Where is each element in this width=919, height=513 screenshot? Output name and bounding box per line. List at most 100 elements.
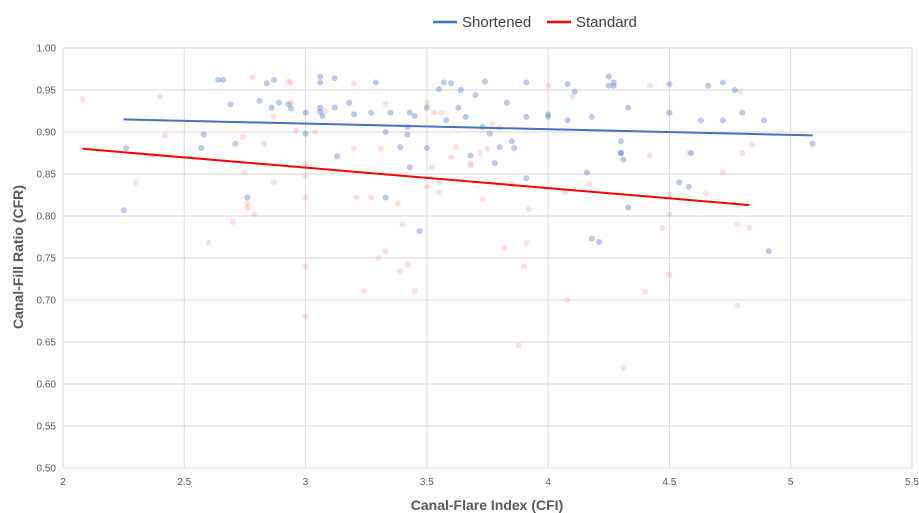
point-shortened	[496, 144, 503, 151]
point-standard	[244, 200, 251, 207]
point-standard	[484, 145, 491, 152]
point-shortened	[666, 109, 673, 116]
point-standard	[746, 224, 753, 231]
point-standard	[132, 179, 139, 186]
point-standard	[244, 204, 251, 211]
point-shortened	[739, 109, 746, 116]
point-standard	[467, 160, 474, 167]
point-standard	[666, 271, 673, 278]
point-standard	[397, 268, 404, 275]
x-tick-label: 5.5	[905, 477, 919, 488]
point-standard	[477, 150, 484, 156]
point-shortened	[285, 101, 292, 108]
point-standard	[501, 244, 508, 251]
point-shortened	[617, 150, 624, 156]
point-standard	[734, 221, 741, 228]
point-standard	[161, 132, 168, 139]
point-standard	[467, 162, 474, 169]
point-shortened	[583, 169, 590, 176]
point-shortened	[617, 150, 624, 156]
point-shortened	[731, 87, 738, 93]
point-shortened	[302, 130, 309, 137]
point-standard	[249, 74, 256, 81]
point-shortened	[486, 130, 493, 137]
x-tick-label: 4.5	[662, 477, 676, 488]
trendline-standard	[82, 147, 750, 207]
point-shortened	[625, 204, 632, 211]
x-tick-label: 2.5	[177, 477, 191, 488]
point-shortened	[545, 111, 552, 118]
point-standard	[241, 169, 248, 176]
point-standard	[411, 287, 418, 294]
point-standard	[261, 140, 268, 147]
point-standard	[438, 109, 445, 116]
trendline-shortened	[123, 118, 813, 137]
point-shortened	[588, 235, 595, 242]
point-shortened	[372, 79, 379, 86]
y-tick-label: 0.50	[37, 464, 57, 475]
point-standard	[564, 297, 571, 303]
point-standard	[351, 145, 358, 152]
point-shortened	[491, 160, 498, 167]
point-shortened	[761, 117, 768, 124]
point-standard	[545, 82, 552, 89]
point-standard	[302, 313, 309, 320]
point-shortened	[440, 79, 447, 86]
point-shortened	[317, 108, 324, 115]
point-standard	[205, 239, 212, 246]
point-standard	[382, 100, 389, 107]
point-shortened	[688, 150, 695, 156]
point-standard	[302, 194, 309, 201]
point-shortened	[545, 113, 552, 120]
point-standard	[431, 109, 438, 116]
point-shortened	[317, 73, 324, 80]
point-shortened	[351, 111, 358, 118]
point-shortened	[719, 117, 726, 124]
point-shortened	[423, 144, 430, 151]
trendlines	[82, 118, 813, 207]
point-shortened	[200, 131, 207, 138]
point-standard	[353, 194, 360, 201]
point-shortened	[416, 228, 423, 235]
point-shortened	[605, 82, 612, 89]
point-standard	[620, 364, 627, 371]
x-tick-label: 2	[60, 477, 66, 488]
point-shortened	[523, 79, 530, 86]
point-shortened	[382, 194, 389, 201]
point-shortened	[120, 207, 127, 214]
point-shortened	[382, 129, 389, 135]
point-standard	[377, 145, 384, 152]
point-standard	[734, 302, 741, 309]
point-shortened	[244, 194, 251, 201]
y-tick-label: 0.90	[37, 128, 57, 139]
point-shortened	[263, 80, 270, 87]
point-shortened	[588, 113, 595, 120]
point-shortened	[809, 140, 816, 147]
point-standard	[525, 206, 532, 213]
point-shortened	[462, 113, 469, 120]
x-tick-label: 4	[545, 477, 551, 488]
y-tick-label: 0.95	[37, 86, 57, 97]
point-standard	[448, 154, 455, 161]
point-shortened	[198, 144, 205, 151]
y-tick-label: 0.80	[37, 212, 57, 223]
point-shortened	[215, 76, 222, 83]
point-shortened	[610, 79, 617, 86]
point-standard	[666, 211, 673, 218]
point-shortened	[435, 86, 442, 93]
point-standard	[288, 99, 295, 106]
point-standard	[423, 99, 430, 106]
point-standard	[520, 263, 527, 270]
point-shortened	[610, 82, 617, 89]
point-shortened	[256, 97, 263, 104]
point-shortened	[288, 105, 295, 112]
y-tick-label: 0.75	[37, 254, 57, 265]
point-shortened	[123, 144, 130, 151]
y-tick-label: 0.60	[37, 380, 57, 391]
point-shortened	[397, 144, 404, 151]
point-shortened	[334, 153, 341, 160]
point-standard	[382, 248, 389, 255]
y-tick-label: 0.55	[37, 422, 57, 433]
point-standard	[351, 80, 358, 87]
point-shortened	[455, 104, 462, 111]
